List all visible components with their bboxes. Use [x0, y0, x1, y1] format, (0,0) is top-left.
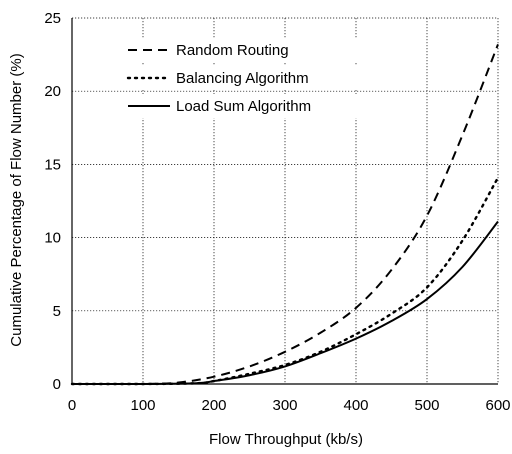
y-tick-label: 0: [53, 376, 61, 393]
legend-label-load-sum-algorithm: Load Sum Algorithm: [176, 98, 311, 115]
x-tick-label: 400: [343, 397, 368, 414]
tick-labels: 0 100 200 300 400 500 600 0 5 10 15 20 25: [44, 10, 510, 414]
y-tick-label: 20: [44, 83, 61, 100]
legend: Random Routing Balancing Algorithm Load Su…: [124, 38, 360, 118]
y-tick-label: 10: [44, 230, 61, 247]
legend-label-random-routing: Random Routing: [176, 42, 289, 59]
x-tick-label: 200: [201, 397, 226, 414]
x-tick-label: 100: [130, 397, 155, 414]
y-tick-label: 5: [53, 303, 61, 320]
y-tick-label: 25: [44, 10, 61, 27]
legend-label-balancing-algorithm: Balancing Algorithm: [176, 70, 309, 87]
data-series: [70, 43, 500, 386]
x-axis-title: Flow Throughput (kb/s): [209, 431, 363, 448]
x-tick-label: 0: [68, 397, 76, 414]
y-tick-label: 15: [44, 156, 61, 173]
series-line-random-routing: [71, 43, 499, 386]
y-axis-title: Cumulative Percentage of Flow Number (%): [8, 53, 25, 346]
series-line-balancing-algorithm: [70, 176, 500, 386]
x-tick-label: 300: [272, 397, 297, 414]
x-tick-label: 500: [414, 397, 439, 414]
x-tick-label: 600: [485, 397, 510, 414]
series-line-load-sum-algorithm: [71, 220, 499, 386]
